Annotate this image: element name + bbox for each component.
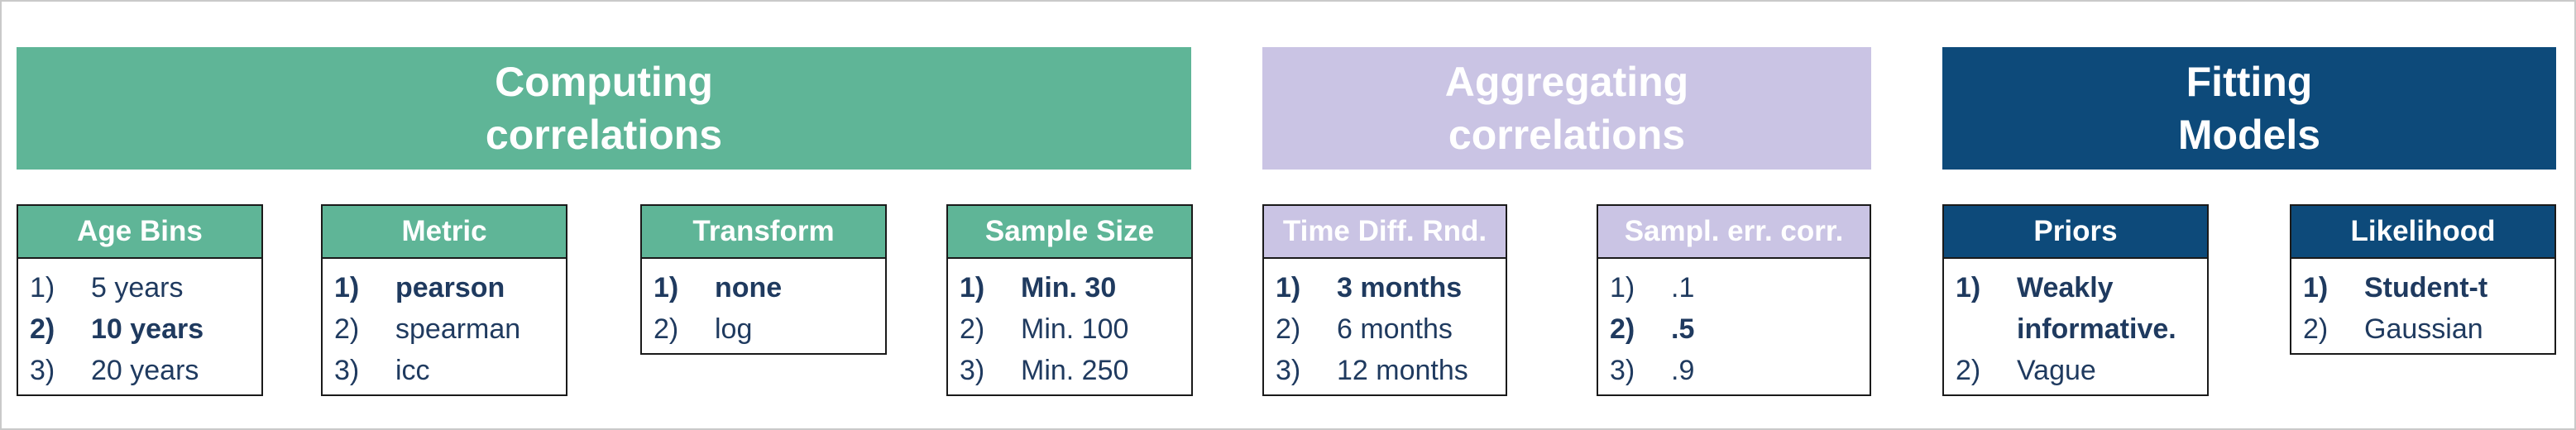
option-item: 3) icc — [334, 350, 566, 391]
option-item: 2) Vague — [1956, 350, 2207, 391]
card-header: Sampl. err. corr. — [1598, 206, 1870, 259]
option-number: 3) — [30, 355, 55, 386]
option-label: .1 — [1671, 272, 1695, 303]
card-sample-size: Sample Size 1) Min. 30 2) Min. 100 3) Min. … — [946, 204, 1193, 396]
stage-title-line1: Fitting — [2186, 59, 2313, 105]
option-label: 3 months — [1337, 272, 1463, 303]
option-label: Min. 30 — [1021, 272, 1117, 303]
option-number: 2) — [1610, 313, 1635, 345]
option-label: 10 years — [91, 313, 204, 345]
stage-title-line2: Models — [2177, 112, 2321, 158]
option-number: 1) — [2303, 272, 2329, 303]
option-label: spearman — [395, 313, 521, 345]
option-label: Weakly informative. — [2017, 272, 2176, 345]
option-label: Student-t — [2364, 272, 2488, 303]
option-number: 2) — [654, 313, 679, 345]
option-number: 2) — [960, 313, 985, 345]
option-item: 1) 5 years — [30, 267, 261, 308]
option-item-selected: 1) Student-t — [2303, 267, 2554, 308]
card-header: Sample Size — [948, 206, 1191, 259]
option-label: icc — [395, 355, 430, 386]
option-item-selected: 1) pearson — [334, 267, 566, 308]
option-item: 2) 6 months — [1276, 308, 1506, 350]
option-label: none — [715, 272, 783, 303]
option-number: 3) — [960, 355, 985, 386]
option-number: 1) — [960, 272, 985, 303]
option-number: 2) — [1956, 355, 1981, 386]
option-label: pearson — [395, 272, 505, 303]
option-item: 2) Min. 100 — [960, 308, 1191, 350]
option-label: 6 months — [1337, 313, 1453, 345]
option-number: 1) — [334, 272, 360, 303]
card-header: Metric — [323, 206, 566, 259]
card-transform: Transform 1) none 2) log — [640, 204, 887, 355]
option-item: 3) 12 months — [1276, 350, 1506, 391]
option-label: .9 — [1671, 355, 1695, 386]
option-item-selected: 2) 10 years — [30, 308, 261, 350]
option-item: 2) log — [654, 308, 885, 350]
option-item: 3) .9 — [1610, 350, 1870, 391]
stage-title-line2: correlations — [1448, 112, 1686, 158]
card-header: Age Bins — [18, 206, 261, 259]
option-number: 2) — [334, 313, 360, 345]
stage-title-line1: Aggregating — [1444, 59, 1689, 105]
option-label: Min. 250 — [1021, 355, 1129, 386]
option-label: 12 months — [1337, 355, 1468, 386]
card-age-bins: Age Bins 1) 5 years 2) 10 years 3) 20 years — [17, 204, 263, 396]
option-label: Min. 100 — [1021, 313, 1129, 345]
card-header: Time Diff. Rnd. — [1264, 206, 1506, 259]
card-sampl-err-corr: Sampl. err. corr. 1) .1 2) .5 3) .9 — [1597, 204, 1871, 396]
stage-title-line2: correlations — [485, 112, 723, 158]
card-header: Transform — [642, 206, 885, 259]
option-item-selected: 1) none — [654, 267, 885, 308]
option-item: 2) spearman — [334, 308, 566, 350]
card-header: Likelihood — [2291, 206, 2554, 259]
option-number: 2) — [30, 313, 55, 345]
card-time-diff-rnd: Time Diff. Rnd. 1) 3 months 2) 6 months 3)… — [1262, 204, 1507, 396]
option-label: Vague — [2017, 355, 2096, 386]
card-likelihood: Likelihood 1) Student-t 2) Gaussian — [2290, 204, 2556, 355]
card-priors: Priors 1) Weakly informative. 2) Vague — [1942, 204, 2209, 396]
stage-title-line1: Computing — [495, 59, 713, 105]
option-number: 1) — [654, 272, 679, 303]
option-number: 1) — [1276, 272, 1301, 303]
option-number: 2) — [2303, 313, 2329, 345]
option-label: .5 — [1671, 313, 1695, 345]
option-item-selected: 1) Min. 30 — [960, 267, 1191, 308]
option-number: 2) — [1276, 313, 1301, 345]
option-number: 1) — [30, 272, 55, 303]
stage-banner-computing: Computing correlations — [17, 47, 1191, 170]
option-item-selected: 1) Weakly informative. — [1956, 267, 2207, 350]
option-item: 3) Min. 250 — [960, 350, 1191, 391]
option-number: 1) — [1610, 272, 1635, 303]
option-number: 3) — [334, 355, 360, 386]
option-label: 20 years — [91, 355, 199, 386]
option-number: 3) — [1610, 355, 1635, 386]
option-item-selected: 2) .5 — [1610, 308, 1870, 350]
option-label: 5 years — [91, 272, 184, 303]
option-number: 1) — [1956, 272, 1981, 303]
option-item: 2) Gaussian — [2303, 308, 2554, 350]
option-item: 3) 20 years — [30, 350, 261, 391]
stage-banner-fitting: Fitting Models — [1942, 47, 2556, 170]
card-header: Priors — [1944, 206, 2207, 259]
stage-banner-aggregating: Aggregating correlations — [1262, 47, 1871, 170]
option-item: 1) .1 — [1610, 267, 1870, 308]
option-label: log — [715, 313, 753, 345]
option-number: 3) — [1276, 355, 1301, 386]
option-item-selected: 1) 3 months — [1276, 267, 1506, 308]
card-metric: Metric 1) pearson 2) spearman 3) icc — [321, 204, 567, 396]
option-label: Gaussian — [2364, 313, 2483, 345]
